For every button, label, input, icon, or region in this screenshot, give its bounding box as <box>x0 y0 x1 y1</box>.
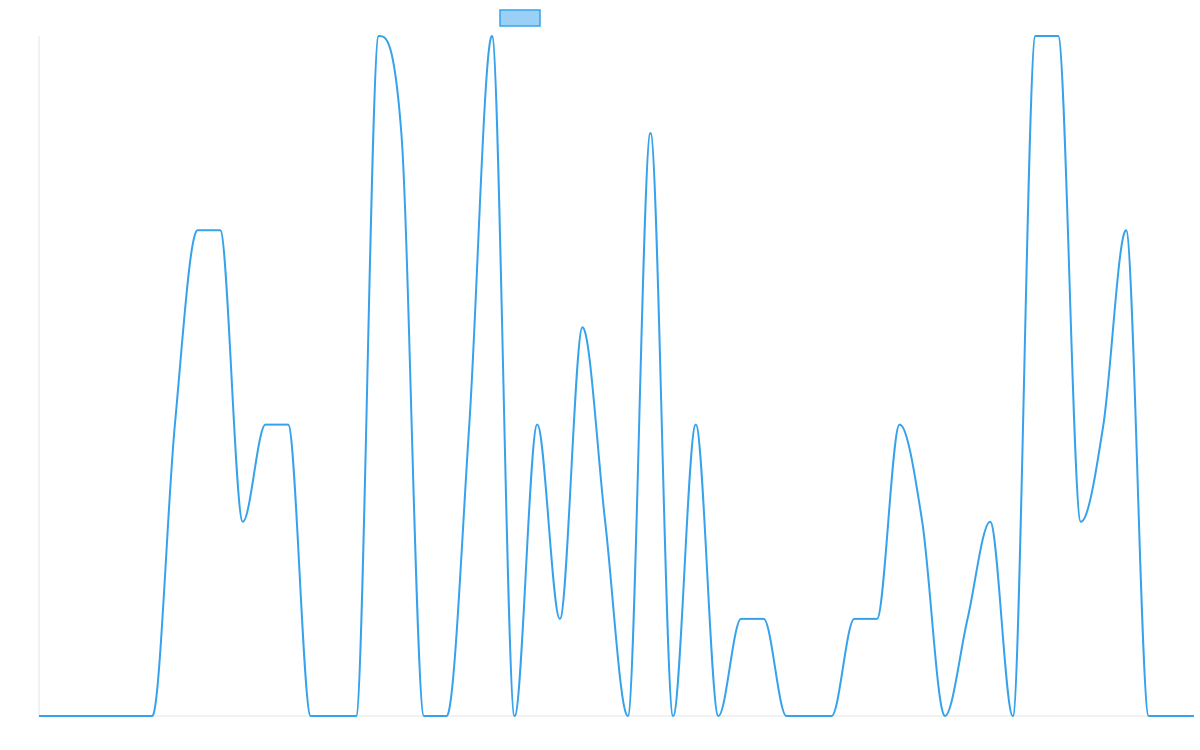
legend[interactable] <box>499 9 541 27</box>
series-line <box>39 35 1194 717</box>
chart-axes <box>38 36 1194 717</box>
plot-area <box>39 35 1194 717</box>
legend-swatch[interactable] <box>499 9 541 27</box>
